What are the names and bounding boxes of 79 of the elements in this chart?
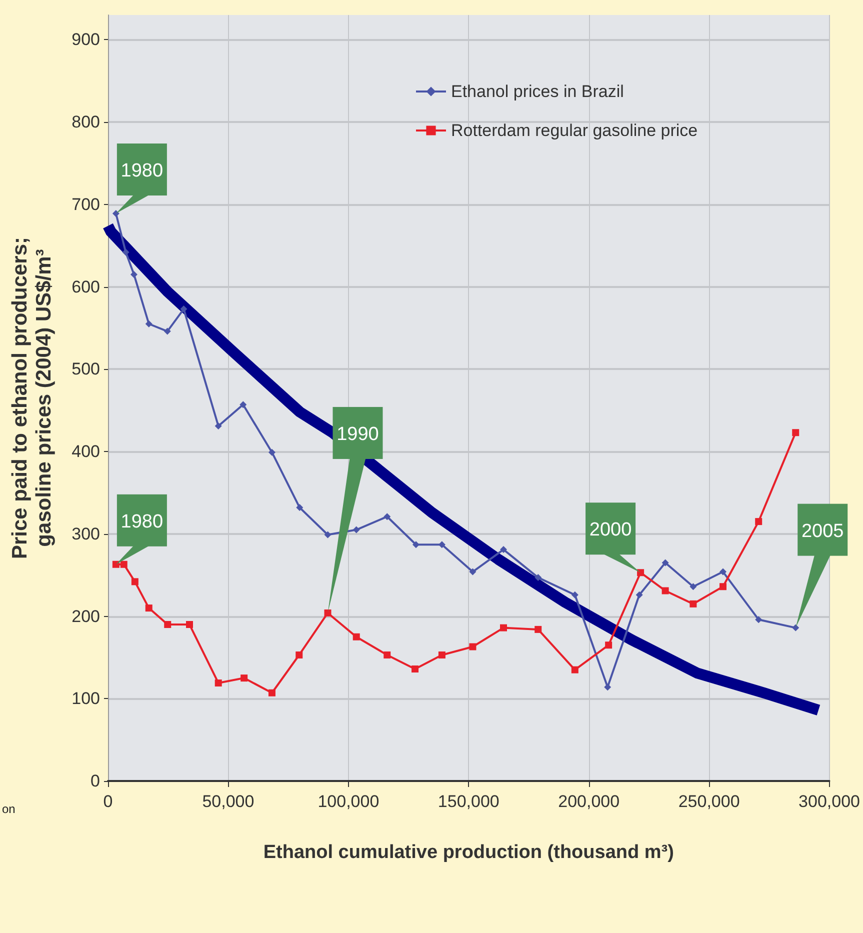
x-tick-label: 150,000 (438, 792, 500, 811)
point (268, 448, 276, 456)
point (120, 560, 128, 568)
x-tick-label: 100,000 (318, 792, 380, 811)
point (690, 583, 697, 590)
x-axis-title: Ethanol cumulative production (thousand m³) (263, 842, 674, 863)
point (384, 651, 391, 658)
annotation: 1990 (336, 424, 379, 445)
point (720, 583, 727, 590)
point (438, 651, 446, 658)
point (268, 689, 276, 696)
annotation: 1980 (120, 160, 164, 182)
y-tick-label: 100 (72, 689, 100, 708)
text: on (2, 802, 16, 816)
y-tick-label: 400 (72, 442, 100, 462)
point (755, 616, 762, 624)
point (500, 546, 507, 554)
point (145, 320, 152, 328)
point (352, 526, 360, 534)
point (214, 679, 222, 686)
x-tick-label: 50,000 (202, 792, 254, 811)
point (571, 591, 578, 598)
legend-label: Rotterdam regular gasoline price (451, 121, 698, 140)
point (214, 422, 222, 430)
y-tick-label: 800 (72, 112, 100, 132)
point (240, 401, 247, 408)
point (469, 643, 476, 650)
annotation: 2005 (801, 520, 844, 542)
point (296, 504, 304, 512)
point (112, 210, 120, 217)
point (164, 328, 171, 335)
y-tick-label: 0 (90, 772, 100, 790)
point (130, 270, 138, 278)
y-tick-label: 600 (72, 277, 100, 296)
point (412, 541, 420, 548)
point (131, 578, 138, 586)
x-tick-label: 300,000 (798, 792, 860, 811)
point (605, 642, 612, 649)
point (164, 621, 172, 628)
point (792, 624, 800, 632)
point (534, 574, 542, 582)
annotation: 1980 (120, 511, 164, 532)
point (500, 624, 507, 632)
point (296, 651, 303, 658)
y-tick-label: 200 (72, 606, 100, 626)
x-tick-label: 0 (103, 792, 113, 811)
y-axis-title: Price paid to ethanol producers; gasoline prices (2004) US$/m³ (8, 236, 56, 560)
x-tick-label: 250,000 (678, 792, 740, 811)
point (792, 429, 800, 436)
point (469, 568, 476, 576)
point (352, 633, 360, 640)
point (662, 559, 669, 566)
annotation: 2000 (589, 520, 632, 541)
point (112, 560, 120, 568)
y-tick-label: 500 (72, 360, 100, 379)
point (438, 541, 446, 548)
point (324, 609, 332, 616)
point (180, 306, 188, 313)
point (186, 621, 194, 628)
point (534, 626, 542, 633)
y-tick-label: 300 (72, 524, 100, 544)
point (720, 568, 727, 576)
point (122, 248, 130, 256)
y-tick-label: 900 (72, 30, 100, 50)
x-tick-label: 200,000 (558, 792, 620, 811)
point (324, 531, 332, 538)
point (604, 684, 612, 691)
point (145, 604, 152, 612)
point (412, 665, 419, 672)
point (636, 591, 643, 598)
point (690, 600, 697, 608)
point (571, 666, 578, 674)
point (384, 513, 391, 520)
point (637, 569, 644, 576)
point (755, 518, 762, 526)
point (240, 674, 248, 682)
point (662, 587, 669, 594)
y-tick-label: 700 (72, 194, 100, 214)
legend-label: Ethanol prices in Brazil (451, 82, 624, 101)
